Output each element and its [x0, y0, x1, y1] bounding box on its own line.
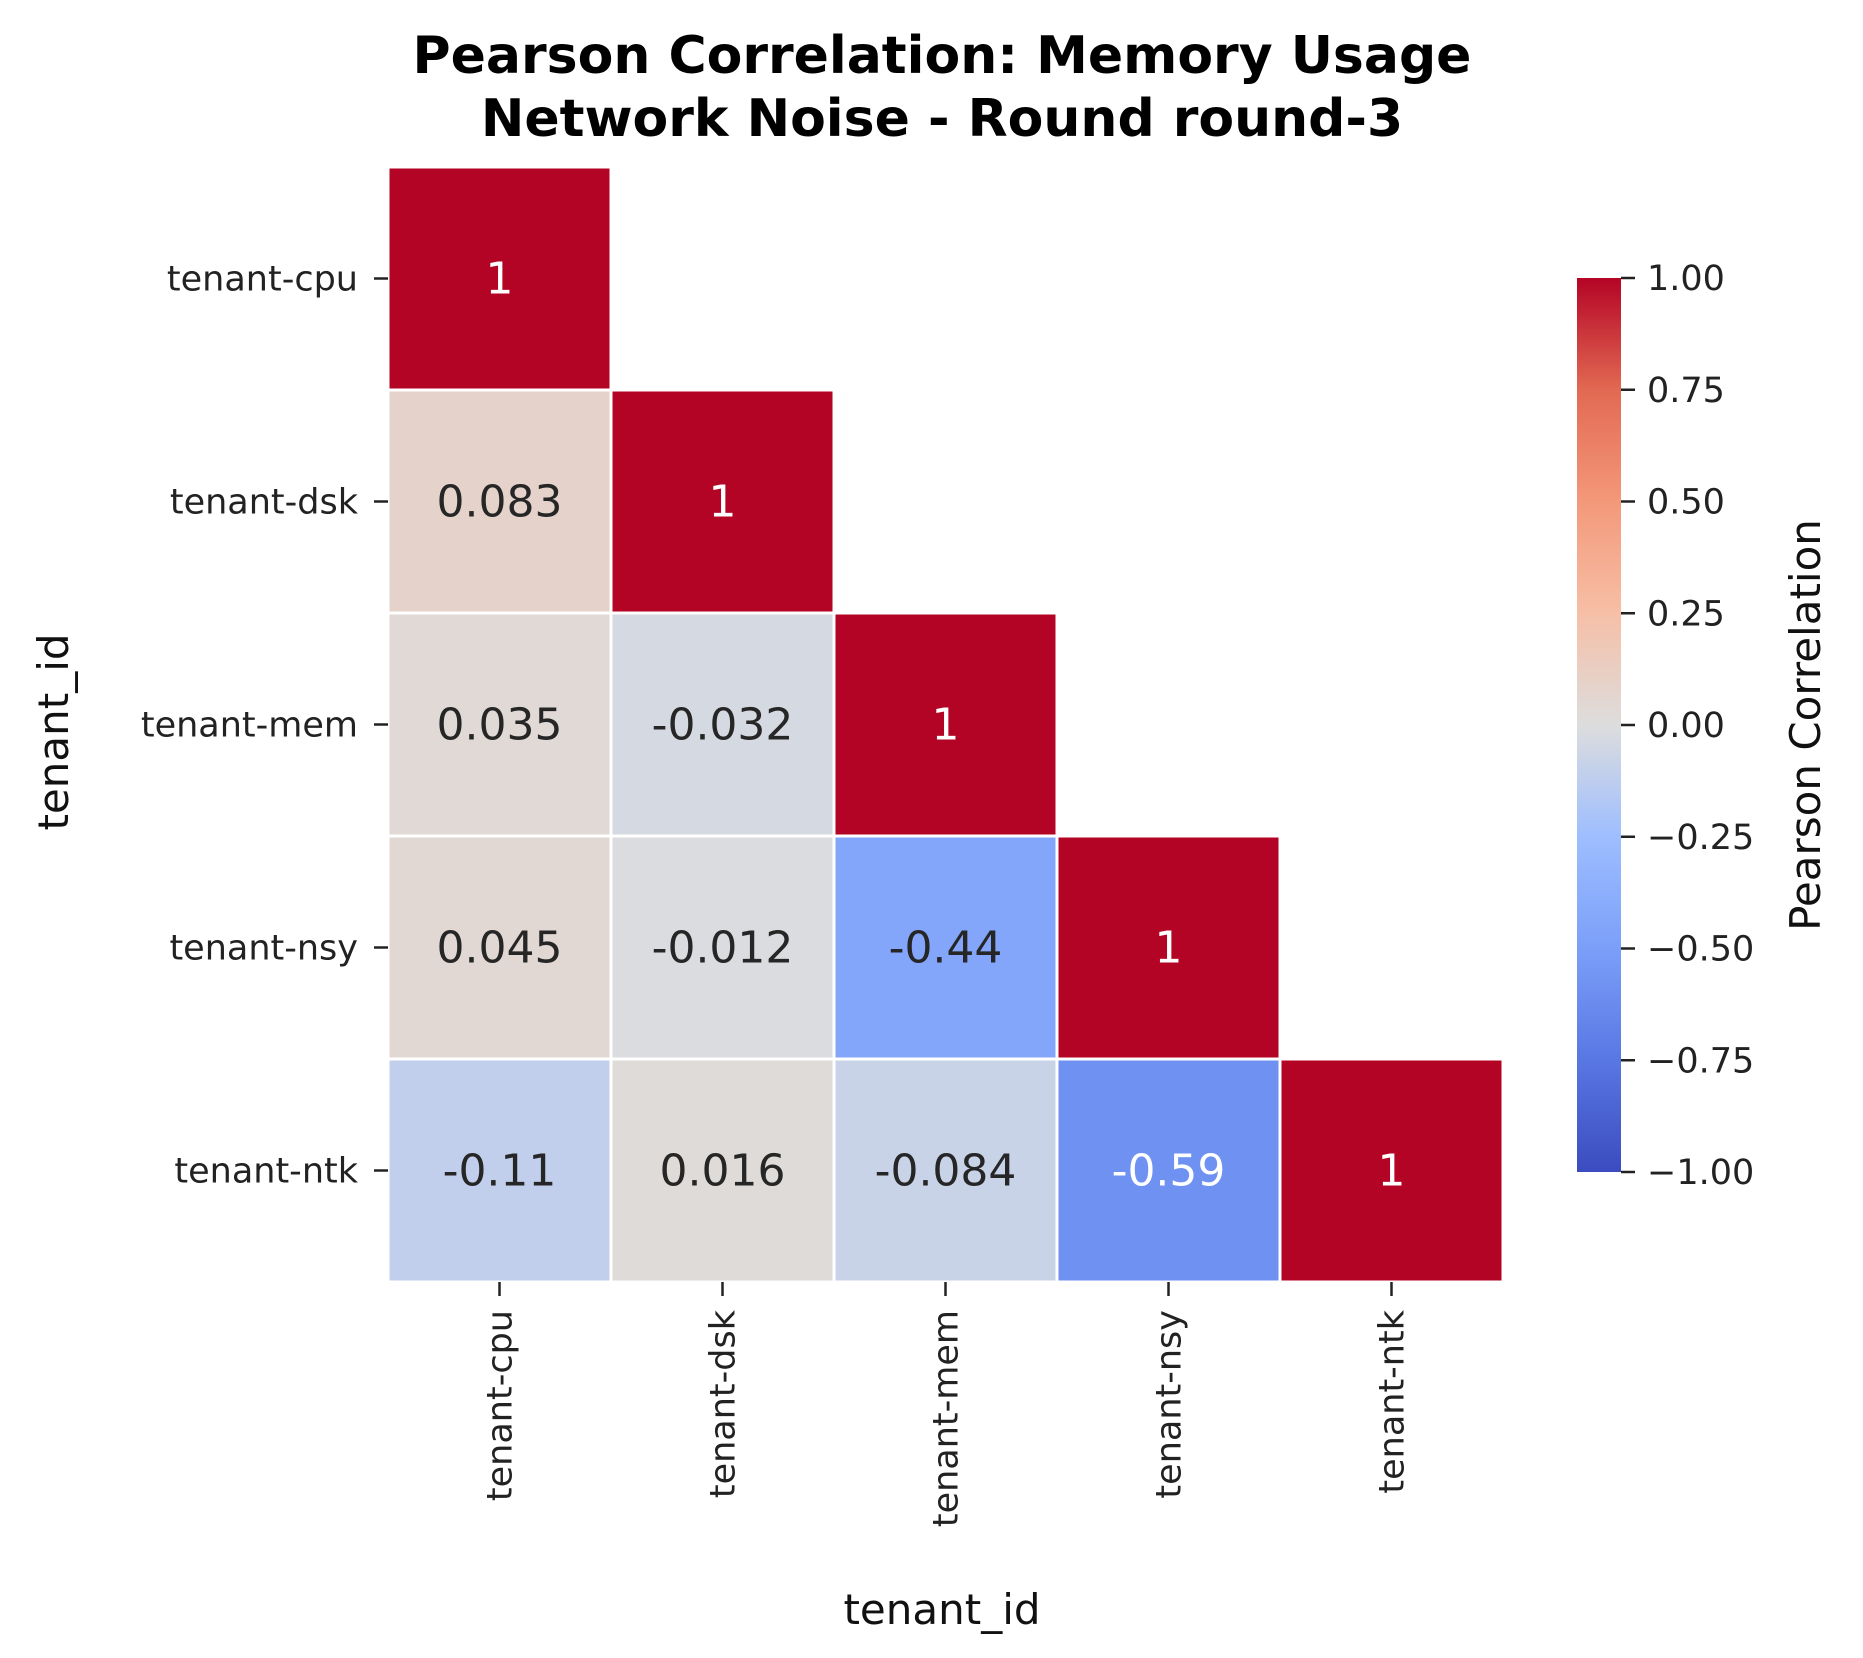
- heatmap-cell: [386, 388, 613, 615]
- cell-value-label: 1: [932, 700, 960, 751]
- y-tick-label: tenant-nsy: [169, 929, 358, 969]
- colorbar-label: Pearson Correlation: [1781, 519, 1830, 931]
- cell-value-label: -0.084: [875, 1146, 1017, 1197]
- heatmap-cell: [609, 1057, 836, 1284]
- heatmap-cell: [609, 834, 836, 1061]
- heatmap-cell: [1055, 1057, 1282, 1284]
- cell-value-label: 1: [1155, 923, 1183, 974]
- cell-value-label: 1: [1378, 1146, 1406, 1197]
- colorbar-ticks: 1.00 0.75 0.50 0.25 0.00 −0.25 −0.50 −0.75 −1.00: [1621, 259, 1754, 1193]
- colorbar-tick-label: −1.00: [1647, 1153, 1754, 1193]
- colorbar-tick-label: 0.75: [1647, 371, 1725, 411]
- cell-value-label: -0.11: [443, 1146, 557, 1197]
- x-tick-label: tenant-mem: [927, 1310, 967, 1527]
- x-tick-label: tenant-ntk: [1373, 1309, 1413, 1493]
- x-tick-label: tenant-cpu: [481, 1310, 521, 1501]
- colorbar-tick-label: −0.50: [1647, 930, 1754, 970]
- cell-value-label: 0.045: [437, 923, 563, 974]
- y-tick-label: tenant-ntk: [174, 1152, 358, 1192]
- cell-value-label: -0.44: [889, 923, 1003, 974]
- chart-title-line-1: Pearson Correlation: Memory Usage: [413, 26, 1472, 86]
- heatmap-cells: 1 0.083 1 0.035 -0.032 1 0.045 -0.012 -0.44 1 -0.1…: [386, 165, 1505, 1284]
- x-axis-label: tenant_id: [843, 1585, 1040, 1634]
- heatmap-cell: [609, 388, 836, 615]
- heatmap-cell: [386, 165, 613, 392]
- heatmap-cell: [386, 611, 613, 838]
- y-tick-label: tenant-mem: [141, 706, 358, 746]
- colorbar: [1577, 278, 1621, 1172]
- x-tick-label: tenant-dsk: [704, 1309, 744, 1498]
- cell-value-label: -0.59: [1112, 1146, 1226, 1197]
- colorbar-tick-label: 1.00: [1647, 259, 1725, 299]
- cell-value-label: -0.012: [652, 923, 794, 974]
- chart-title-line-2: Network Noise - Round round-3: [481, 89, 1403, 149]
- x-axis-ticks: tenant-cpu tenant-dsk tenant-mem tenant-nsy…: [481, 1282, 1413, 1527]
- cell-value-label: 1: [486, 254, 514, 305]
- heatmap-cell: [1055, 834, 1282, 1061]
- cell-value-label: 0.035: [437, 700, 563, 751]
- cell-value-label: 0.083: [437, 477, 563, 528]
- heatmap-cell: [1278, 1057, 1505, 1284]
- y-tick-label: tenant-cpu: [167, 260, 358, 300]
- cell-value-label: 1: [709, 477, 737, 528]
- y-axis-ticks: tenant-cpu tenant-dsk tenant-mem tenant-nsy…: [141, 260, 388, 1192]
- y-tick-label: tenant-dsk: [170, 483, 359, 523]
- heatmap-cell: [832, 1057, 1059, 1284]
- heatmap-cell: [609, 611, 836, 838]
- colorbar-tick-label: 0.25: [1647, 594, 1725, 634]
- cell-value-label: 0.016: [660, 1146, 786, 1197]
- cell-value-label: -0.032: [652, 700, 794, 751]
- colorbar-tick-label: −0.25: [1647, 818, 1754, 858]
- x-tick-label: tenant-nsy: [1150, 1310, 1190, 1499]
- colorbar-tick-label: 0.00: [1647, 706, 1725, 746]
- heatmap-cell: [832, 611, 1059, 838]
- colorbar-tick-label: 0.50: [1647, 483, 1725, 523]
- colorbar-tick-label: −0.75: [1647, 1041, 1754, 1081]
- y-axis-label: tenant_id: [29, 633, 78, 830]
